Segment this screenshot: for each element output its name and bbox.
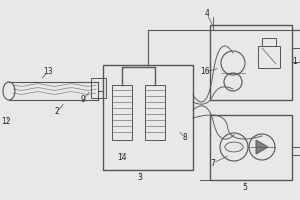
- Polygon shape: [256, 140, 268, 154]
- Bar: [258, 46, 280, 68]
- Text: 12: 12: [1, 117, 11, 127]
- Text: 4: 4: [205, 9, 209, 19]
- Bar: [91, 78, 106, 98]
- Text: 9: 9: [81, 96, 85, 104]
- Text: 8: 8: [183, 134, 188, 142]
- Bar: [210, 25, 292, 100]
- Text: 2: 2: [55, 108, 59, 116]
- Text: 14: 14: [117, 154, 127, 162]
- Text: 5: 5: [243, 184, 248, 192]
- Bar: [103, 65, 193, 170]
- Bar: [262, 38, 276, 46]
- Bar: [210, 115, 292, 180]
- Bar: [145, 85, 165, 140]
- Text: 3: 3: [138, 173, 142, 182]
- Bar: [112, 85, 132, 140]
- Text: 7: 7: [211, 158, 215, 168]
- Text: 1: 1: [292, 58, 297, 66]
- Text: 13: 13: [43, 68, 53, 76]
- Text: 16: 16: [200, 68, 210, 76]
